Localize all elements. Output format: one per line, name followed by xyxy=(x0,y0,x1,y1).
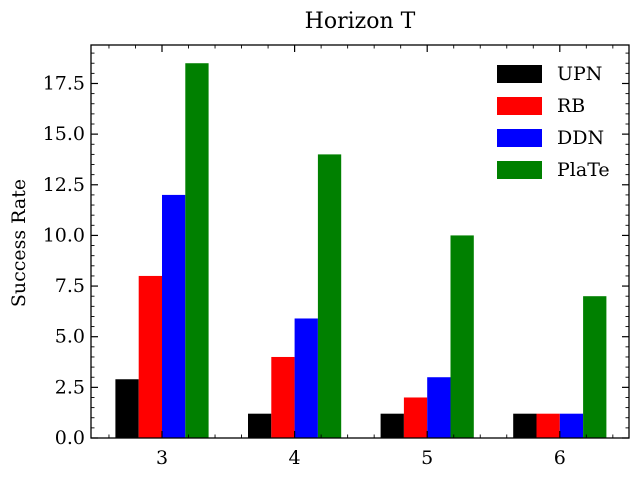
y-tick-label: 12.5 xyxy=(43,174,85,196)
y-tick-label: 15.0 xyxy=(43,123,85,145)
y-tick-label: 5.0 xyxy=(55,326,85,348)
x-tick-label: 5 xyxy=(421,447,433,469)
bar-rb-5 xyxy=(403,397,428,438)
y-tick-label: 7.5 xyxy=(55,275,85,297)
bar-ddn-4 xyxy=(294,318,318,438)
legend-label-plate: PlaTe xyxy=(557,159,610,181)
bar-rb-6 xyxy=(536,413,560,438)
bar-upn-6 xyxy=(513,413,537,438)
legend-label-ddn: DDN xyxy=(557,127,604,149)
bar-plate-3 xyxy=(185,63,209,438)
bar-ddn-5 xyxy=(427,377,451,438)
bar-rb-4 xyxy=(271,356,295,438)
x-tick-label: 6 xyxy=(554,447,566,469)
y-tick-label: 10.0 xyxy=(43,224,85,246)
x-tick-label: 4 xyxy=(289,447,301,469)
legend-swatch-upn xyxy=(497,65,542,83)
bar-plate-4 xyxy=(317,154,342,438)
y-tick-label: 0.0 xyxy=(55,427,85,449)
legend-swatch-ddn xyxy=(497,129,542,147)
legend-label-upn: UPN xyxy=(557,63,602,85)
y-tick-label: 2.5 xyxy=(55,376,85,398)
legend-swatch-plate xyxy=(497,161,542,179)
y-tick-label: 17.5 xyxy=(43,72,85,94)
bar-plate-6 xyxy=(583,296,607,438)
chart-title: Horizon T xyxy=(305,9,416,34)
bar-upn-3 xyxy=(115,379,139,438)
plot-frame xyxy=(90,44,630,439)
y-axis-label: Success Rate xyxy=(8,179,30,307)
bar-upn-4 xyxy=(248,413,272,438)
legend-swatch-rb xyxy=(497,97,542,115)
bar-plate-5 xyxy=(450,235,474,438)
bar-upn-5 xyxy=(380,413,404,438)
bars-group xyxy=(115,63,607,438)
x-tick-label: 3 xyxy=(156,447,168,469)
bar-rb-3 xyxy=(138,275,162,438)
ticks-group: 0.0 2.5 5.0 7.5 10.0 12.5 15.0 17.5 3 4 5 6 xyxy=(43,45,629,469)
bar-ddn-3 xyxy=(162,194,186,438)
legend-label-rb: RB xyxy=(557,95,585,117)
bar-ddn-6 xyxy=(559,413,584,438)
legend: UPN RB DDN PlaTe xyxy=(497,63,610,181)
